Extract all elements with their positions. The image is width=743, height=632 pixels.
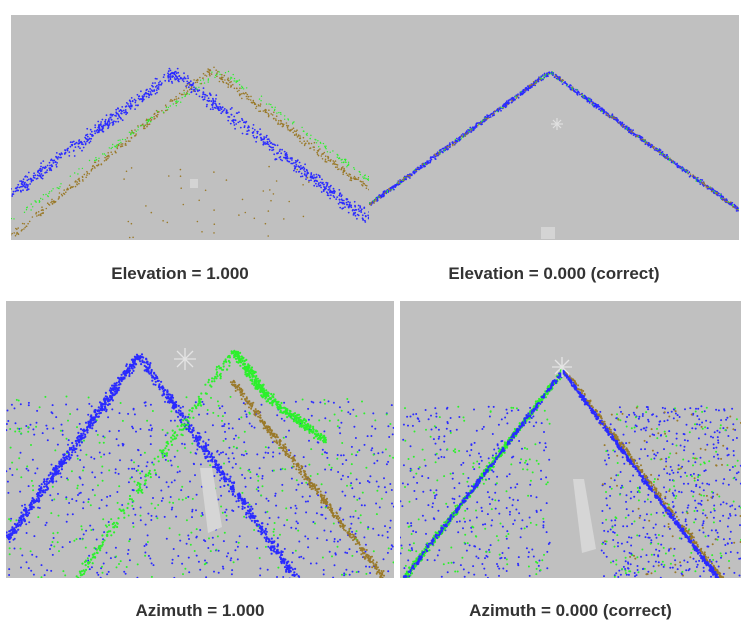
caption-elevation-correct: Elevation = 0.000 (correct) xyxy=(448,264,660,283)
box-marker xyxy=(190,179,198,188)
sensor-marker-icon xyxy=(552,357,572,377)
caption-elevation-wrong: Elevation = 1.000 xyxy=(111,264,249,283)
panel-elevation-correct xyxy=(369,15,739,240)
panel-azimuth-wrong xyxy=(6,301,394,578)
box-marker xyxy=(541,227,555,239)
panel-elevation-wrong xyxy=(11,15,369,240)
caption-azimuth-correct: Azimuth = 0.000 (correct) xyxy=(469,601,672,620)
point-cloud-azimuth-wrong xyxy=(6,348,394,578)
point-cloud-azimuth-correct xyxy=(400,357,741,578)
sensor-marker-icon xyxy=(174,348,196,370)
caption-azimuth-wrong: Azimuth = 1.000 xyxy=(135,601,265,620)
panel-azimuth-correct xyxy=(400,301,741,578)
box-marker xyxy=(573,479,596,553)
box-marker xyxy=(200,468,222,533)
point-cloud-elevation-wrong xyxy=(11,66,369,239)
sensor-marker-icon xyxy=(551,118,563,130)
point-cloud-elevation-correct xyxy=(369,71,739,239)
